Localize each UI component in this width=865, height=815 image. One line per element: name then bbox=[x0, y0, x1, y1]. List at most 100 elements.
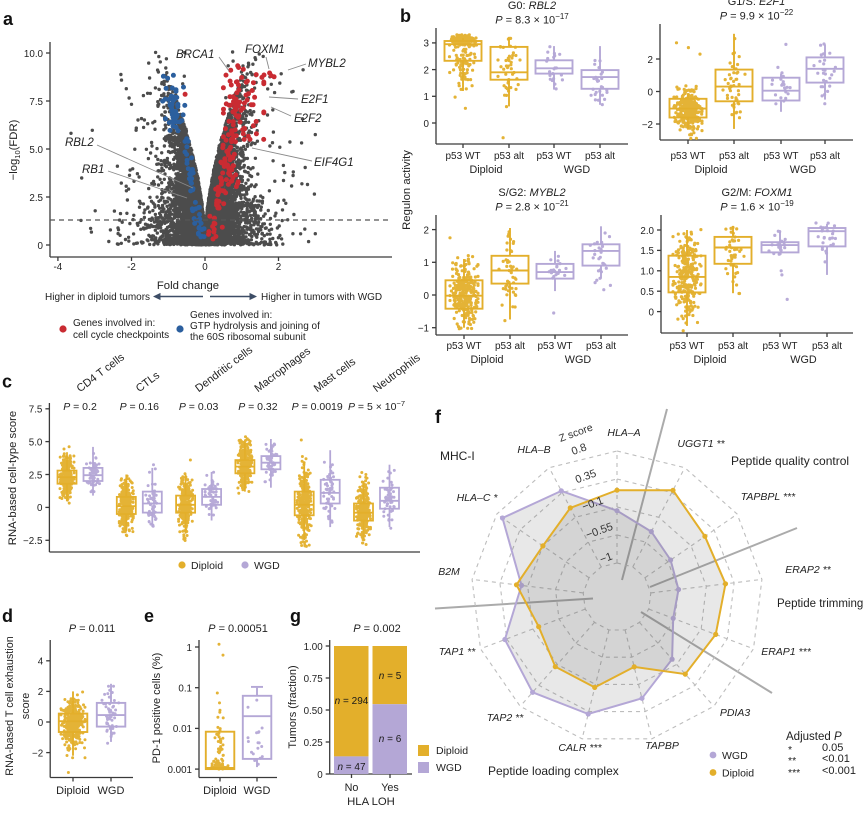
svg-text:HLA–A: HLA–A bbox=[607, 427, 640, 439]
svg-text:p53 WT: p53 WT bbox=[670, 151, 705, 162]
svg-text:S/G2: MYBL2: S/G2: MYBL2 bbox=[498, 187, 565, 199]
svg-text:P = 0.011: P = 0.011 bbox=[69, 623, 116, 635]
svg-text:TAP1 **: TAP1 ** bbox=[439, 646, 476, 658]
svg-text:No: No bbox=[345, 782, 359, 794]
svg-text:p53 alt: p53 alt bbox=[719, 151, 749, 162]
svg-text:-2: -2 bbox=[127, 262, 136, 273]
svg-text:p53 WT: p53 WT bbox=[446, 341, 481, 352]
svg-text:p53 alt: p53 alt bbox=[812, 341, 842, 352]
svg-text:Diploid: Diploid bbox=[693, 354, 726, 366]
svg-text:P = 0.00051: P = 0.00051 bbox=[208, 623, 268, 635]
svg-text:2.5: 2.5 bbox=[29, 470, 43, 481]
svg-text:WGD: WGD bbox=[790, 354, 817, 366]
svg-text:WGD: WGD bbox=[790, 164, 817, 176]
svg-text:4: 4 bbox=[38, 657, 44, 668]
svg-text:E2F2: E2F2 bbox=[294, 113, 322, 125]
svg-text:TAPBPL ***: TAPBPL *** bbox=[741, 491, 796, 503]
svg-text:WGD: WGD bbox=[564, 164, 591, 176]
svg-text:Peptide quality control: Peptide quality control bbox=[731, 454, 849, 468]
svg-text:f: f bbox=[435, 407, 442, 427]
svg-text:Peptide loading complex: Peptide loading complex bbox=[488, 764, 619, 778]
svg-text:p53 WT: p53 WT bbox=[669, 341, 704, 352]
svg-text:1.00: 1.00 bbox=[304, 642, 324, 653]
svg-text:Diploid: Diploid bbox=[694, 164, 727, 176]
svg-text:c: c bbox=[2, 372, 12, 392]
svg-text:**: ** bbox=[788, 755, 796, 767]
svg-text:P = 0.0019: P = 0.0019 bbox=[292, 401, 343, 413]
svg-text:p53 alt: p53 alt bbox=[494, 151, 524, 162]
svg-text:p53 WT: p53 WT bbox=[762, 341, 797, 352]
svg-text:3: 3 bbox=[424, 39, 430, 50]
svg-text:WGD: WGD bbox=[436, 762, 462, 774]
svg-text:e: e bbox=[144, 606, 154, 626]
svg-text:B2M: B2M bbox=[438, 566, 460, 578]
svg-text:UGGT1 **: UGGT1 ** bbox=[677, 438, 725, 450]
svg-text:−1: −1 bbox=[598, 551, 614, 567]
svg-text:WGD: WGD bbox=[565, 354, 592, 366]
svg-text:WGD: WGD bbox=[98, 785, 125, 797]
svg-text:0.8: 0.8 bbox=[570, 441, 588, 458]
svg-text:ERAP2 **: ERAP2 ** bbox=[785, 564, 831, 576]
svg-text:MHC-I: MHC-I bbox=[440, 449, 475, 463]
svg-text:P = 9.9 × 10−22: P = 9.9 × 10−22 bbox=[720, 8, 794, 23]
svg-text:TAPBP: TAPBP bbox=[645, 740, 679, 752]
svg-text:−2.5: −2.5 bbox=[23, 536, 43, 547]
svg-text:n = 47: n = 47 bbox=[337, 762, 366, 773]
svg-text:ERAP1 ***: ERAP1 *** bbox=[761, 646, 812, 658]
svg-text:0: 0 bbox=[38, 718, 44, 729]
svg-text:HLA LOH: HLA LOH bbox=[347, 796, 395, 808]
svg-text:0: 0 bbox=[424, 291, 430, 302]
svg-text:MYBL2: MYBL2 bbox=[308, 58, 346, 70]
svg-text:Diploid: Diploid bbox=[191, 560, 223, 572]
svg-text:Regulon activity: Regulon activity bbox=[401, 150, 413, 230]
svg-text:P = 1.6 × 10−19: P = 1.6 × 10−19 bbox=[720, 199, 794, 214]
svg-text:p53 alt: p53 alt bbox=[586, 341, 616, 352]
svg-text:<0.01: <0.01 bbox=[822, 753, 850, 765]
svg-text:1: 1 bbox=[424, 92, 429, 103]
svg-text:2.5: 2.5 bbox=[29, 193, 43, 204]
svg-text:g: g bbox=[290, 606, 301, 626]
svg-text:5.0: 5.0 bbox=[29, 437, 43, 448]
svg-text:the 60S ribosomal subunit: the 60S ribosomal subunit bbox=[190, 332, 306, 343]
svg-text:0.75: 0.75 bbox=[304, 674, 324, 685]
svg-text:0: 0 bbox=[649, 307, 655, 318]
svg-text:cell cycle checkpoints: cell cycle checkpoints bbox=[73, 330, 169, 341]
svg-text:TAP2 **: TAP2 ** bbox=[487, 712, 524, 724]
svg-text:p53 alt: p53 alt bbox=[495, 341, 525, 352]
svg-text:p53 WT: p53 WT bbox=[536, 151, 571, 162]
svg-text:7.5: 7.5 bbox=[29, 97, 43, 108]
svg-text:p53 alt: p53 alt bbox=[810, 151, 840, 162]
svg-text:WGD: WGD bbox=[722, 750, 748, 762]
svg-text:0: 0 bbox=[37, 503, 43, 514]
svg-text:RNA-based cell-type score: RNA-based cell-type score bbox=[7, 411, 19, 545]
svg-text:CALR ***: CALR *** bbox=[558, 742, 602, 754]
svg-text:0.50: 0.50 bbox=[304, 706, 324, 717]
svg-text:***: *** bbox=[788, 767, 800, 779]
svg-text:Diploid: Diploid bbox=[436, 745, 468, 757]
svg-text:2: 2 bbox=[424, 65, 429, 76]
svg-text:Diploid: Diploid bbox=[722, 768, 754, 780]
svg-text:Genes involved in:: Genes involved in: bbox=[190, 310, 272, 321]
svg-text:0.001: 0.001 bbox=[167, 765, 192, 776]
svg-text:0: 0 bbox=[317, 770, 323, 781]
svg-text:PDIA3: PDIA3 bbox=[720, 707, 751, 719]
svg-text:*: * bbox=[788, 744, 792, 756]
svg-text:G2/M: FOXM1: G2/M: FOXM1 bbox=[722, 187, 793, 199]
svg-text:Yes: Yes bbox=[381, 782, 399, 794]
svg-text:Higher in tumors with WGD: Higher in tumors with WGD bbox=[261, 292, 382, 303]
svg-text:−2: −2 bbox=[642, 120, 653, 131]
svg-text:2.0: 2.0 bbox=[640, 226, 654, 237]
svg-text:WGD: WGD bbox=[254, 560, 280, 572]
svg-text:2: 2 bbox=[38, 687, 43, 698]
svg-text:2: 2 bbox=[424, 225, 429, 236]
svg-text:7.5: 7.5 bbox=[29, 405, 43, 416]
svg-text:n = 5: n = 5 bbox=[379, 671, 402, 682]
svg-text:<0.001: <0.001 bbox=[822, 765, 856, 777]
svg-text:Diploid: Diploid bbox=[56, 785, 90, 797]
svg-text:2: 2 bbox=[648, 55, 653, 66]
svg-text:P = 0.2: P = 0.2 bbox=[63, 401, 97, 413]
svg-text:P = 8.3 × 10−17: P = 8.3 × 10−17 bbox=[495, 12, 569, 27]
svg-text:RNA-based T cell exhaustion: RNA-based T cell exhaustion bbox=[4, 636, 16, 775]
svg-text:0: 0 bbox=[648, 87, 654, 98]
svg-text:Genes involved in:: Genes involved in: bbox=[73, 318, 155, 329]
